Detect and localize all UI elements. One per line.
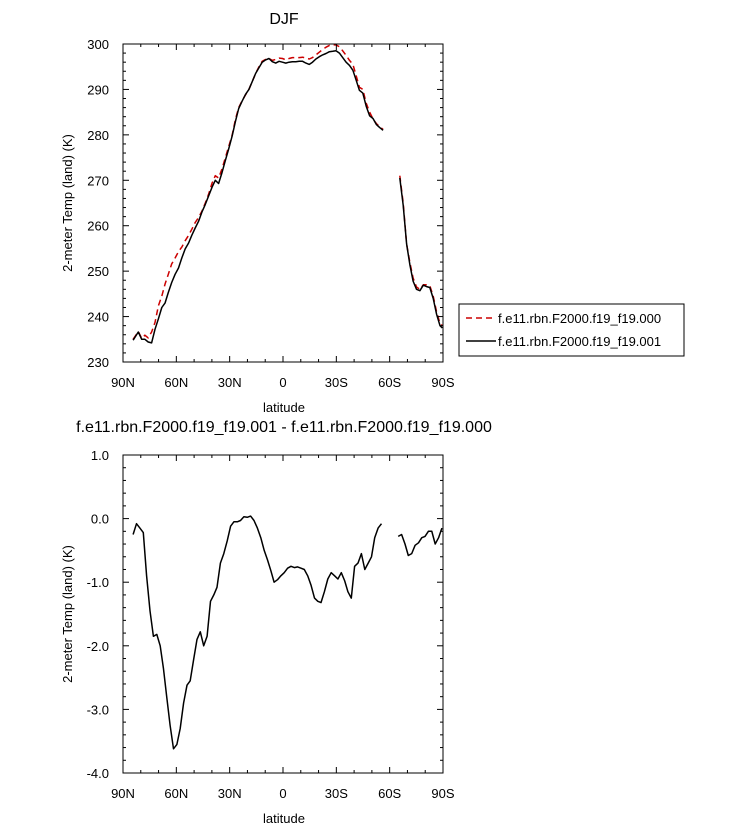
bottom-y-tick-label: -4.0 <box>87 766 109 781</box>
bottom-x-axis-label: latitude <box>263 811 305 826</box>
top-series-1-line-segment-0 <box>132 50 384 344</box>
top-series-1-line-segment-1 <box>399 177 443 329</box>
top-y-tick-label: 290 <box>87 82 109 97</box>
top-series-0-line-segment-0 <box>132 44 384 340</box>
bottom-x-tick-label: 0 <box>279 786 286 801</box>
top-y-tick-label: 270 <box>87 173 109 188</box>
top-y-tick-label: 240 <box>87 310 109 325</box>
legend-label-000: f.e11.rbn.F2000.f19_f19.000 <box>498 311 661 326</box>
top-chart-title: DJF <box>269 11 299 28</box>
bottom-y-axis-label: 2-meter Temp (land) (K) <box>60 545 75 683</box>
top-plot-frame <box>122 43 444 363</box>
top-y-tick-label: 300 <box>87 37 109 52</box>
temperature-panel: DJF 90N 60N 30N 0 30S 60S 90S 230 240 250 260 270 28… <box>60 11 685 415</box>
bottom-x-tick-label: 30N <box>218 786 242 801</box>
bottom-x-tick-label: 60S <box>378 786 401 801</box>
top-y-tick-label: 280 <box>87 128 109 143</box>
top-x-axis-label: latitude <box>263 400 305 415</box>
top-y-tick-label: 250 <box>87 264 109 279</box>
bottom-series-0-line-segment-0 <box>132 515 383 750</box>
bottom-y-tick-label: -3.0 <box>87 702 109 717</box>
top-y-tick-label: 230 <box>87 355 109 370</box>
legend-label-001: f.e11.rbn.F2000.f19_f19.001 <box>498 334 661 349</box>
top-x-tick-label: 90S <box>431 375 454 390</box>
legend: f.e11.rbn.F2000.f19_f19.000 f.e11.rbn.F2… <box>458 303 685 357</box>
bottom-y-tick-label: 0.0 <box>91 512 109 527</box>
top-y-tick-label: 260 <box>87 219 109 234</box>
bottom-y-tick-label: -2.0 <box>87 639 109 654</box>
bottom-x-tick-label: 60N <box>164 786 188 801</box>
top-x-tick-label: 60S <box>378 375 401 390</box>
legend-box <box>458 303 685 357</box>
bottom-x-tick-label: 30S <box>325 786 348 801</box>
top-x-tick-label: 30S <box>325 375 348 390</box>
top-y-axis-label: 2-meter Temp (land) (K) <box>60 134 75 272</box>
top-x-tick-label: 60N <box>164 375 188 390</box>
bottom-x-tick-label: 90S <box>431 786 454 801</box>
bottom-y-tick-label: -1.0 <box>87 575 109 590</box>
top-x-tick-label: 90N <box>111 375 135 390</box>
bottom-y-tick-label: 1.0 <box>91 448 109 463</box>
top-series-0-line-segment-1 <box>399 175 443 327</box>
bottom-series-0-line-segment-1 <box>397 527 443 557</box>
top-x-tick-label: 0 <box>279 375 286 390</box>
difference-panel: f.e11.rbn.F2000.f19_f19.001 - f.e11.rbn.… <box>60 419 492 826</box>
bottom-chart-title: f.e11.rbn.F2000.f19_f19.001 - f.e11.rbn.… <box>76 419 492 436</box>
bottom-plot-frame <box>122 454 444 774</box>
bottom-x-tick-label: 90N <box>111 786 135 801</box>
top-x-tick-label: 30N <box>218 375 242 390</box>
